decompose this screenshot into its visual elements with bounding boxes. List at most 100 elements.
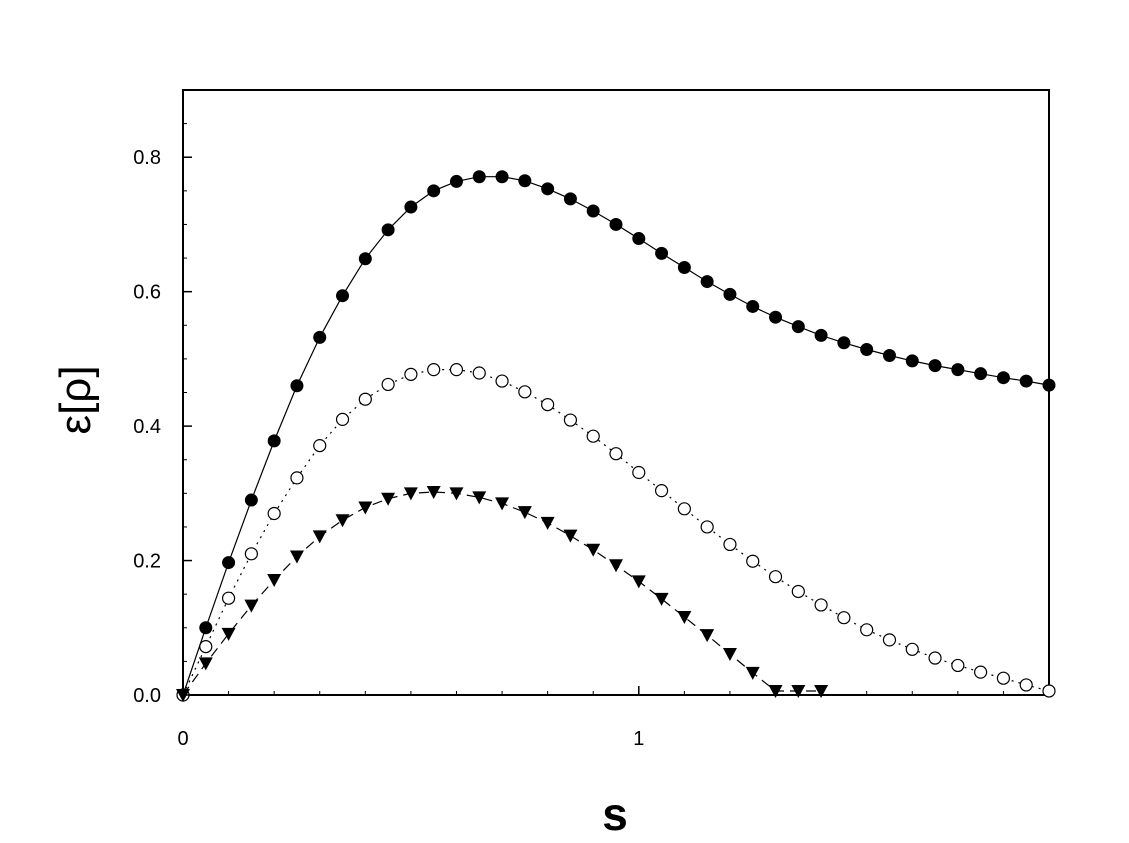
data-point [312, 530, 327, 544]
data-point [267, 506, 281, 521]
data-point [996, 671, 1011, 685]
data-point [517, 506, 532, 520]
data-point [222, 556, 236, 570]
data-point [563, 529, 578, 543]
x-tick-label: 1 [633, 728, 644, 750]
data-point [586, 429, 600, 443]
data-point [768, 684, 783, 698]
data-point [905, 354, 919, 368]
data-point [928, 359, 942, 373]
data-point [655, 246, 669, 260]
data-point [654, 484, 669, 498]
data-point [563, 192, 577, 206]
y-tick-label: 0.4 [133, 416, 161, 438]
data-point [928, 651, 942, 665]
data-point [290, 379, 304, 393]
data-point [221, 627, 236, 641]
data-point [267, 434, 281, 448]
data-point [882, 349, 896, 363]
data-point [814, 598, 828, 612]
data-point [449, 487, 464, 501]
y-tick-label: 0.8 [133, 147, 161, 169]
data-point [472, 491, 487, 505]
y-tick-label: 0.6 [133, 282, 161, 304]
data-point [951, 363, 965, 377]
series-2-line [182, 369, 1050, 696]
data-point [654, 592, 669, 606]
y-axis-title: ε[ρ] [51, 365, 100, 434]
data-point [221, 591, 236, 605]
data-point [541, 182, 555, 196]
x-axis-title: s [602, 788, 628, 840]
data-point [404, 200, 418, 214]
data-point [722, 647, 737, 661]
data-point [313, 439, 327, 453]
data-point [746, 554, 760, 568]
data-point [426, 485, 441, 499]
series-2 [176, 363, 1056, 702]
data-point [791, 320, 805, 334]
data-point [632, 465, 646, 480]
data-point [631, 575, 646, 589]
data-point [860, 623, 874, 637]
data-point [1042, 684, 1056, 698]
data-point [335, 412, 350, 426]
data-point [1019, 678, 1033, 692]
data-point [358, 252, 372, 266]
data-point [495, 497, 510, 511]
data-point [860, 342, 874, 356]
data-point [381, 492, 396, 506]
data-point [677, 502, 691, 516]
data-point [745, 666, 760, 680]
data-point [905, 642, 919, 656]
data-point [814, 328, 828, 342]
data-point [244, 493, 258, 507]
data-point [974, 665, 988, 679]
data-point [974, 367, 988, 381]
data-point [427, 184, 441, 198]
data-point [472, 170, 486, 184]
data-point [586, 204, 600, 218]
data-point [700, 275, 714, 289]
data-point [837, 611, 851, 625]
data-point [541, 398, 555, 412]
data-point [723, 537, 737, 552]
data-point [814, 684, 829, 698]
data-point [609, 559, 623, 573]
data-point [540, 516, 555, 530]
data-point [381, 223, 395, 237]
data-point [791, 584, 805, 599]
data-point [404, 367, 418, 381]
data-point [1042, 378, 1056, 392]
data-point [449, 363, 464, 377]
data-point [403, 487, 418, 501]
series-1-line [182, 176, 1050, 696]
data-point [882, 633, 897, 647]
data-point [267, 574, 282, 588]
data-point [358, 392, 372, 406]
data-point [996, 371, 1010, 385]
series-3-line [182, 491, 822, 696]
data-point [768, 570, 783, 584]
data-point [700, 520, 714, 534]
data-point [563, 413, 578, 427]
data-point [586, 543, 601, 557]
data-point [609, 217, 623, 231]
data-point [198, 657, 213, 671]
data-point [723, 287, 737, 301]
data-point [289, 550, 304, 564]
data-point [495, 374, 509, 388]
data-point [313, 330, 327, 344]
data-point [244, 547, 258, 561]
data-point [336, 289, 350, 303]
data-point [472, 366, 486, 380]
data-point [791, 684, 806, 698]
data-point [427, 363, 441, 377]
data-point [700, 629, 715, 643]
data-point [632, 232, 646, 246]
data-point [677, 260, 691, 274]
data-point [199, 621, 213, 635]
x-tick-label: 0 [177, 728, 188, 750]
data-point [358, 501, 373, 515]
